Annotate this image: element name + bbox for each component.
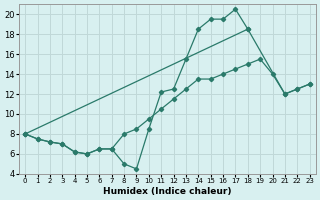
- X-axis label: Humidex (Indice chaleur): Humidex (Indice chaleur): [103, 187, 232, 196]
